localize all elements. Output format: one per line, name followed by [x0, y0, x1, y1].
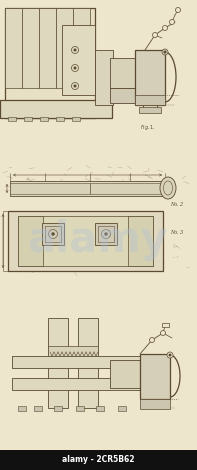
- Bar: [18, 406, 26, 411]
- Circle shape: [52, 233, 54, 235]
- Circle shape: [152, 32, 157, 38]
- Bar: [139, 107, 161, 113]
- Circle shape: [164, 51, 166, 53]
- Bar: [118, 406, 126, 411]
- Bar: [48, 318, 68, 408]
- Bar: [78, 318, 98, 408]
- Bar: [110, 360, 140, 388]
- Bar: [140, 354, 170, 399]
- Text: $\mathit{Fig.1.}$: $\mathit{Fig.1.}$: [140, 124, 156, 133]
- Bar: [24, 117, 32, 121]
- Circle shape: [162, 49, 168, 55]
- Circle shape: [169, 19, 175, 24]
- Bar: [18, 216, 153, 266]
- Bar: [5, 8, 22, 88]
- Bar: [135, 95, 165, 105]
- Circle shape: [163, 25, 167, 31]
- Text: No. 3: No. 3: [170, 230, 183, 235]
- Bar: [110, 58, 135, 88]
- Bar: [40, 117, 48, 121]
- Bar: [95, 223, 117, 245]
- Bar: [8, 117, 16, 121]
- Circle shape: [74, 67, 76, 69]
- Bar: [72, 117, 80, 121]
- Circle shape: [105, 233, 107, 235]
- Circle shape: [161, 330, 165, 336]
- Bar: [140, 399, 170, 409]
- Ellipse shape: [160, 177, 176, 199]
- Bar: [56, 117, 64, 121]
- Bar: [18, 216, 43, 266]
- Bar: [76, 406, 84, 411]
- Bar: [39, 8, 56, 88]
- Bar: [10, 181, 165, 196]
- Bar: [62, 25, 95, 95]
- Text: No. 2: No. 2: [170, 203, 183, 207]
- Text: alamy - 2CR5B62: alamy - 2CR5B62: [62, 455, 135, 464]
- Bar: [98, 226, 114, 242]
- Bar: [42, 223, 64, 245]
- Circle shape: [167, 352, 173, 358]
- Bar: [10, 183, 90, 194]
- Bar: [162, 323, 169, 327]
- Bar: [8, 211, 163, 271]
- Circle shape: [176, 8, 180, 13]
- Bar: [22, 8, 39, 88]
- Bar: [45, 226, 61, 242]
- Circle shape: [150, 337, 154, 343]
- Bar: [0, 450, 197, 470]
- Bar: [73, 8, 90, 88]
- Bar: [5, 8, 95, 118]
- Bar: [12, 378, 142, 390]
- Bar: [0, 100, 112, 118]
- Bar: [48, 346, 98, 356]
- Text: alamy: alamy: [28, 219, 168, 261]
- Circle shape: [74, 85, 76, 87]
- Circle shape: [169, 354, 171, 356]
- Bar: [56, 8, 73, 88]
- Bar: [128, 216, 153, 266]
- Bar: [90, 183, 165, 194]
- Bar: [34, 406, 42, 411]
- Bar: [54, 406, 62, 411]
- Bar: [110, 88, 140, 103]
- Bar: [12, 356, 142, 368]
- Bar: [135, 50, 165, 105]
- Bar: [95, 50, 113, 105]
- Bar: [96, 406, 104, 411]
- Circle shape: [74, 49, 76, 51]
